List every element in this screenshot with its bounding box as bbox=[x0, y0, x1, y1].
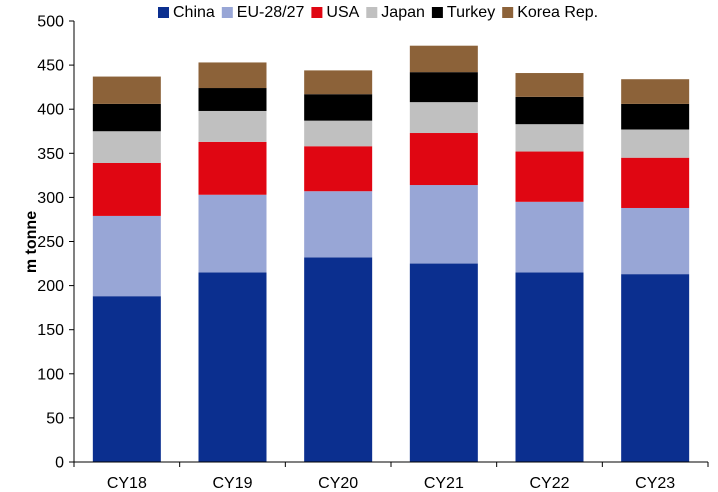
bar-segment bbox=[92, 163, 161, 216]
legend-swatch bbox=[221, 7, 233, 18]
y-tick-label: 500 bbox=[37, 14, 64, 31]
legend-swatch bbox=[311, 7, 323, 18]
bar-segment bbox=[92, 103, 161, 132]
bar-segment bbox=[621, 274, 690, 462]
bar-segment bbox=[304, 146, 373, 192]
y-tick-label: 50 bbox=[46, 410, 64, 427]
legend-label: Korea Rep. bbox=[517, 4, 598, 21]
x-tick-label: CY18 bbox=[107, 475, 147, 492]
bar-segment bbox=[409, 102, 478, 134]
bar-segment bbox=[515, 201, 584, 273]
bar-segment bbox=[198, 62, 267, 89]
bar-segment bbox=[92, 131, 161, 164]
bar-segment bbox=[621, 79, 690, 104]
y-tick-label: 400 bbox=[37, 102, 64, 119]
bar-segment bbox=[621, 103, 690, 130]
bar-segment bbox=[304, 94, 373, 121]
y-tick-label: 100 bbox=[37, 366, 64, 383]
bar-segment bbox=[515, 151, 584, 202]
x-tick-label: CY20 bbox=[318, 475, 358, 492]
bar-segment bbox=[409, 133, 478, 186]
bar-segment bbox=[515, 73, 584, 97]
y-axis-title: m tonne bbox=[23, 211, 40, 273]
legend-label: Turkey bbox=[447, 4, 495, 21]
bar-segment bbox=[515, 96, 584, 125]
x-tick-label: CY23 bbox=[635, 475, 675, 492]
legend-label: Japan bbox=[381, 4, 425, 21]
bar-segment bbox=[92, 296, 161, 462]
legend-swatch bbox=[158, 7, 169, 18]
y-tick-label: 450 bbox=[37, 58, 64, 75]
y-axis: 0 50 100 150 200 250 300 350 400 450 500 bbox=[37, 14, 75, 472]
x-axis: CY18 CY19 CY20 CY21 CY22 CY23 bbox=[73, 461, 709, 492]
bar-segment bbox=[409, 263, 478, 462]
legend-swatch bbox=[502, 7, 514, 18]
bar-segment bbox=[409, 72, 478, 103]
legend-swatch bbox=[366, 7, 378, 18]
x-tick-label: CY22 bbox=[529, 475, 569, 492]
bar-segment bbox=[409, 185, 478, 264]
legend-label: USA bbox=[326, 4, 359, 21]
bar-segment bbox=[304, 191, 373, 258]
y-tick-label: 300 bbox=[37, 190, 64, 207]
bar-segment bbox=[304, 70, 373, 95]
bar-segment bbox=[198, 110, 267, 142]
x-tick-label: CY19 bbox=[212, 475, 252, 492]
bar-segment bbox=[304, 257, 373, 462]
legend-swatch bbox=[431, 7, 443, 18]
y-tick-label: 350 bbox=[37, 146, 64, 163]
bar-segment bbox=[92, 76, 161, 104]
legend-label: China bbox=[173, 4, 215, 21]
bar-segment bbox=[198, 88, 267, 111]
bar-segment bbox=[198, 194, 267, 273]
bar-segment bbox=[621, 207, 690, 275]
legend-label: EU-28/27 bbox=[237, 4, 305, 21]
y-tick-label: 250 bbox=[37, 234, 64, 251]
legend: China EU-28/27 USA Japan Turkey Korea Rep. bbox=[158, 4, 598, 21]
bar-segment bbox=[198, 272, 267, 462]
bar-segment bbox=[621, 129, 690, 158]
plot-area bbox=[92, 45, 690, 462]
x-tick-label: CY21 bbox=[424, 475, 464, 492]
bar-segment bbox=[198, 141, 267, 195]
bar-segment bbox=[92, 215, 161, 297]
bar-segment bbox=[621, 157, 690, 208]
bar-segment bbox=[304, 120, 373, 147]
bar-segment bbox=[515, 272, 584, 462]
y-tick-label: 150 bbox=[37, 322, 64, 339]
bar-segment bbox=[515, 124, 584, 152]
bar-segment bbox=[409, 45, 478, 73]
y-tick-label: 200 bbox=[37, 278, 64, 295]
y-tick-label: 0 bbox=[55, 455, 64, 472]
